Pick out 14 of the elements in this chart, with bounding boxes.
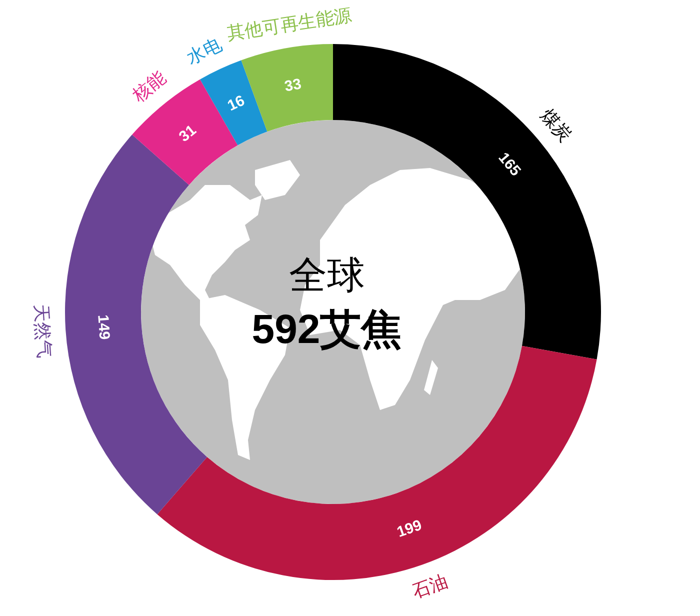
category-label: 水电 xyxy=(184,34,225,68)
value-label: 16 xyxy=(225,92,248,115)
annotation: 592艾焦 xyxy=(252,306,402,352)
value-label: 199 xyxy=(394,516,424,542)
category-label: 石油 xyxy=(409,571,450,602)
category-label: 煤炭 xyxy=(536,105,576,146)
category-label: 核能 xyxy=(128,67,170,106)
value-label: 31 xyxy=(176,122,200,146)
value-label: 149 xyxy=(94,314,113,340)
category-label: 天然气 xyxy=(30,304,54,359)
category-label: 其他可再生能源 xyxy=(226,4,354,44)
annotation: 全球 xyxy=(289,254,365,296)
value-label: 33 xyxy=(283,76,303,96)
value-label: 165 xyxy=(494,149,524,180)
